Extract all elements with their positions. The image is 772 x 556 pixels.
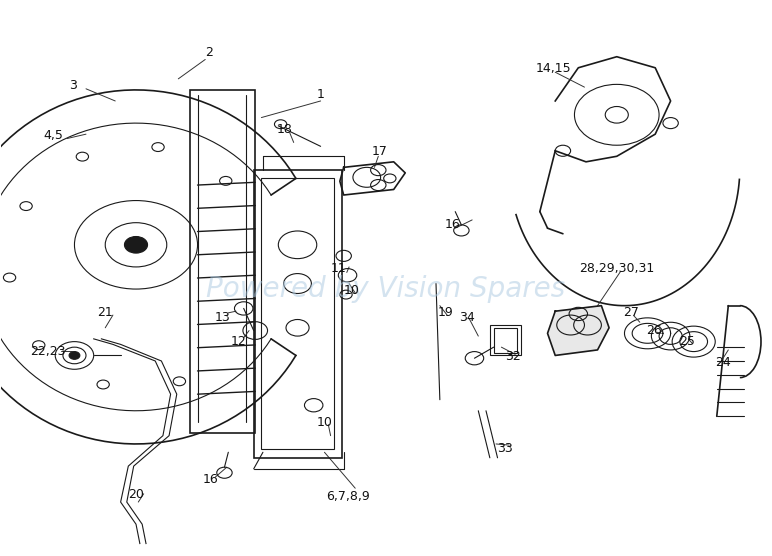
Text: 13: 13 bbox=[215, 311, 231, 324]
Text: 24: 24 bbox=[715, 356, 731, 369]
Bar bbox=[262, 178, 334, 449]
Text: 12: 12 bbox=[230, 335, 246, 348]
Text: 14,15: 14,15 bbox=[536, 62, 571, 76]
Text: 2: 2 bbox=[205, 46, 213, 59]
Text: 1: 1 bbox=[317, 88, 324, 101]
Text: 3: 3 bbox=[69, 79, 77, 92]
Text: 34: 34 bbox=[459, 311, 475, 324]
Text: 33: 33 bbox=[497, 442, 513, 455]
Bar bbox=[254, 170, 342, 458]
Text: 28,29,30,31: 28,29,30,31 bbox=[579, 261, 655, 275]
Text: Powered by Vision Spares: Powered by Vision Spares bbox=[206, 275, 566, 303]
Bar bbox=[190, 90, 256, 433]
Text: 4,5: 4,5 bbox=[44, 129, 63, 142]
Text: 25: 25 bbox=[679, 335, 696, 348]
Text: 10: 10 bbox=[317, 416, 333, 429]
Bar bbox=[493, 328, 516, 353]
Text: 10: 10 bbox=[344, 284, 359, 297]
Text: 16: 16 bbox=[445, 218, 461, 231]
Text: 26: 26 bbox=[646, 324, 662, 337]
Text: 27: 27 bbox=[623, 306, 638, 319]
Text: 22,23: 22,23 bbox=[30, 345, 66, 358]
Text: 17: 17 bbox=[372, 145, 388, 158]
Text: 16: 16 bbox=[203, 473, 218, 486]
Circle shape bbox=[124, 236, 147, 253]
Text: 19: 19 bbox=[438, 306, 454, 319]
Text: 11: 11 bbox=[330, 261, 346, 275]
Text: 21: 21 bbox=[97, 306, 113, 319]
Bar bbox=[490, 325, 520, 355]
Circle shape bbox=[69, 351, 80, 359]
Text: 20: 20 bbox=[128, 488, 144, 502]
Polygon shape bbox=[547, 306, 609, 355]
Text: 18: 18 bbox=[276, 123, 293, 136]
Text: 6,7,8,9: 6,7,8,9 bbox=[326, 490, 370, 503]
Text: 32: 32 bbox=[505, 350, 521, 363]
